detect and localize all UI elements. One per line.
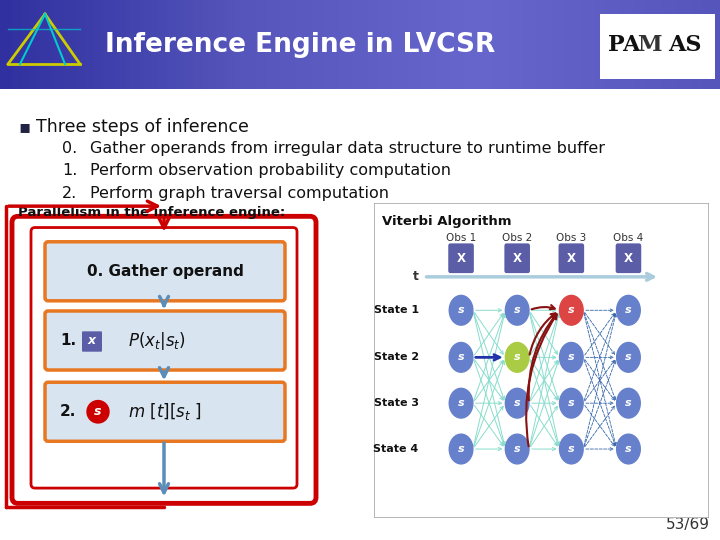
Text: $P(x_t|s_t)$: $P(x_t|s_t)$: [128, 329, 186, 352]
Text: State 3: State 3: [374, 398, 419, 408]
Text: State 2: State 2: [374, 353, 419, 362]
Text: s: s: [625, 353, 631, 362]
Text: 1.: 1.: [60, 333, 76, 348]
Text: s: s: [514, 444, 521, 454]
Circle shape: [616, 434, 640, 464]
Text: $m\ [t][s_t\ ]$: $m\ [t][s_t\ ]$: [128, 401, 202, 422]
FancyBboxPatch shape: [559, 244, 584, 273]
Text: X: X: [624, 252, 633, 265]
Text: Inference Engine in LVCSR: Inference Engine in LVCSR: [105, 32, 495, 58]
Text: Perform observation probability computation: Perform observation probability computat…: [90, 164, 451, 178]
Text: M: M: [637, 34, 662, 56]
Text: X: X: [513, 252, 522, 265]
Circle shape: [559, 295, 583, 325]
Text: X: X: [456, 252, 466, 265]
FancyBboxPatch shape: [82, 332, 102, 352]
Text: State 1: State 1: [374, 305, 419, 315]
FancyBboxPatch shape: [31, 227, 297, 488]
Circle shape: [505, 342, 529, 372]
Text: Parallelism in the inference engine:: Parallelism in the inference engine:: [18, 206, 285, 219]
Text: X: X: [567, 252, 576, 265]
Circle shape: [87, 401, 109, 423]
FancyBboxPatch shape: [505, 244, 530, 273]
Text: 0.: 0.: [62, 141, 77, 156]
Circle shape: [505, 295, 529, 325]
Text: 2.: 2.: [60, 404, 76, 419]
Text: s: s: [568, 398, 575, 408]
Text: 53/69: 53/69: [666, 517, 710, 532]
Text: s: s: [458, 398, 464, 408]
Text: Obs 2: Obs 2: [502, 233, 532, 244]
Text: Obs 3: Obs 3: [557, 233, 587, 244]
Text: s: s: [625, 444, 631, 454]
Text: 2.: 2.: [62, 186, 77, 201]
Text: Three steps of inference: Three steps of inference: [36, 118, 249, 136]
Text: Perform graph traversal computation: Perform graph traversal computation: [90, 186, 389, 201]
Text: s: s: [568, 305, 575, 315]
Circle shape: [449, 295, 473, 325]
Text: x: x: [88, 334, 96, 347]
Text: s: s: [514, 305, 521, 315]
FancyBboxPatch shape: [45, 382, 285, 441]
Circle shape: [616, 388, 640, 418]
Bar: [600, 14, 715, 79]
Circle shape: [559, 434, 583, 464]
Circle shape: [559, 388, 583, 418]
Text: s: s: [568, 444, 575, 454]
Circle shape: [449, 342, 473, 372]
Text: Gather operands from irregular data structure to runtime buffer: Gather operands from irregular data stru…: [90, 141, 605, 156]
Text: s: s: [514, 398, 521, 408]
Circle shape: [505, 434, 529, 464]
FancyBboxPatch shape: [12, 217, 316, 503]
Text: AS: AS: [668, 34, 701, 56]
Text: Viterbi Algorithm: Viterbi Algorithm: [382, 215, 512, 228]
Text: s: s: [458, 353, 464, 362]
Text: s: s: [568, 353, 575, 362]
FancyBboxPatch shape: [616, 244, 642, 273]
Circle shape: [505, 388, 529, 418]
Text: 1.: 1.: [62, 164, 77, 178]
Text: t: t: [413, 271, 419, 284]
FancyBboxPatch shape: [45, 242, 285, 301]
Text: s: s: [514, 353, 521, 362]
FancyBboxPatch shape: [45, 311, 285, 370]
Circle shape: [559, 342, 583, 372]
Text: s: s: [625, 305, 631, 315]
Circle shape: [616, 295, 640, 325]
Text: s: s: [94, 405, 102, 418]
Text: s: s: [458, 444, 464, 454]
Circle shape: [449, 434, 473, 464]
Circle shape: [616, 342, 640, 372]
Text: 0. Gather operand: 0. Gather operand: [86, 264, 243, 279]
Text: s: s: [458, 305, 464, 315]
Circle shape: [449, 388, 473, 418]
Text: ▪: ▪: [18, 118, 30, 136]
Text: State 4: State 4: [374, 444, 419, 454]
Text: s: s: [625, 398, 631, 408]
Text: PA: PA: [608, 34, 640, 56]
Text: Obs 4: Obs 4: [613, 233, 644, 244]
Text: Obs 1: Obs 1: [446, 233, 476, 244]
FancyBboxPatch shape: [449, 244, 474, 273]
